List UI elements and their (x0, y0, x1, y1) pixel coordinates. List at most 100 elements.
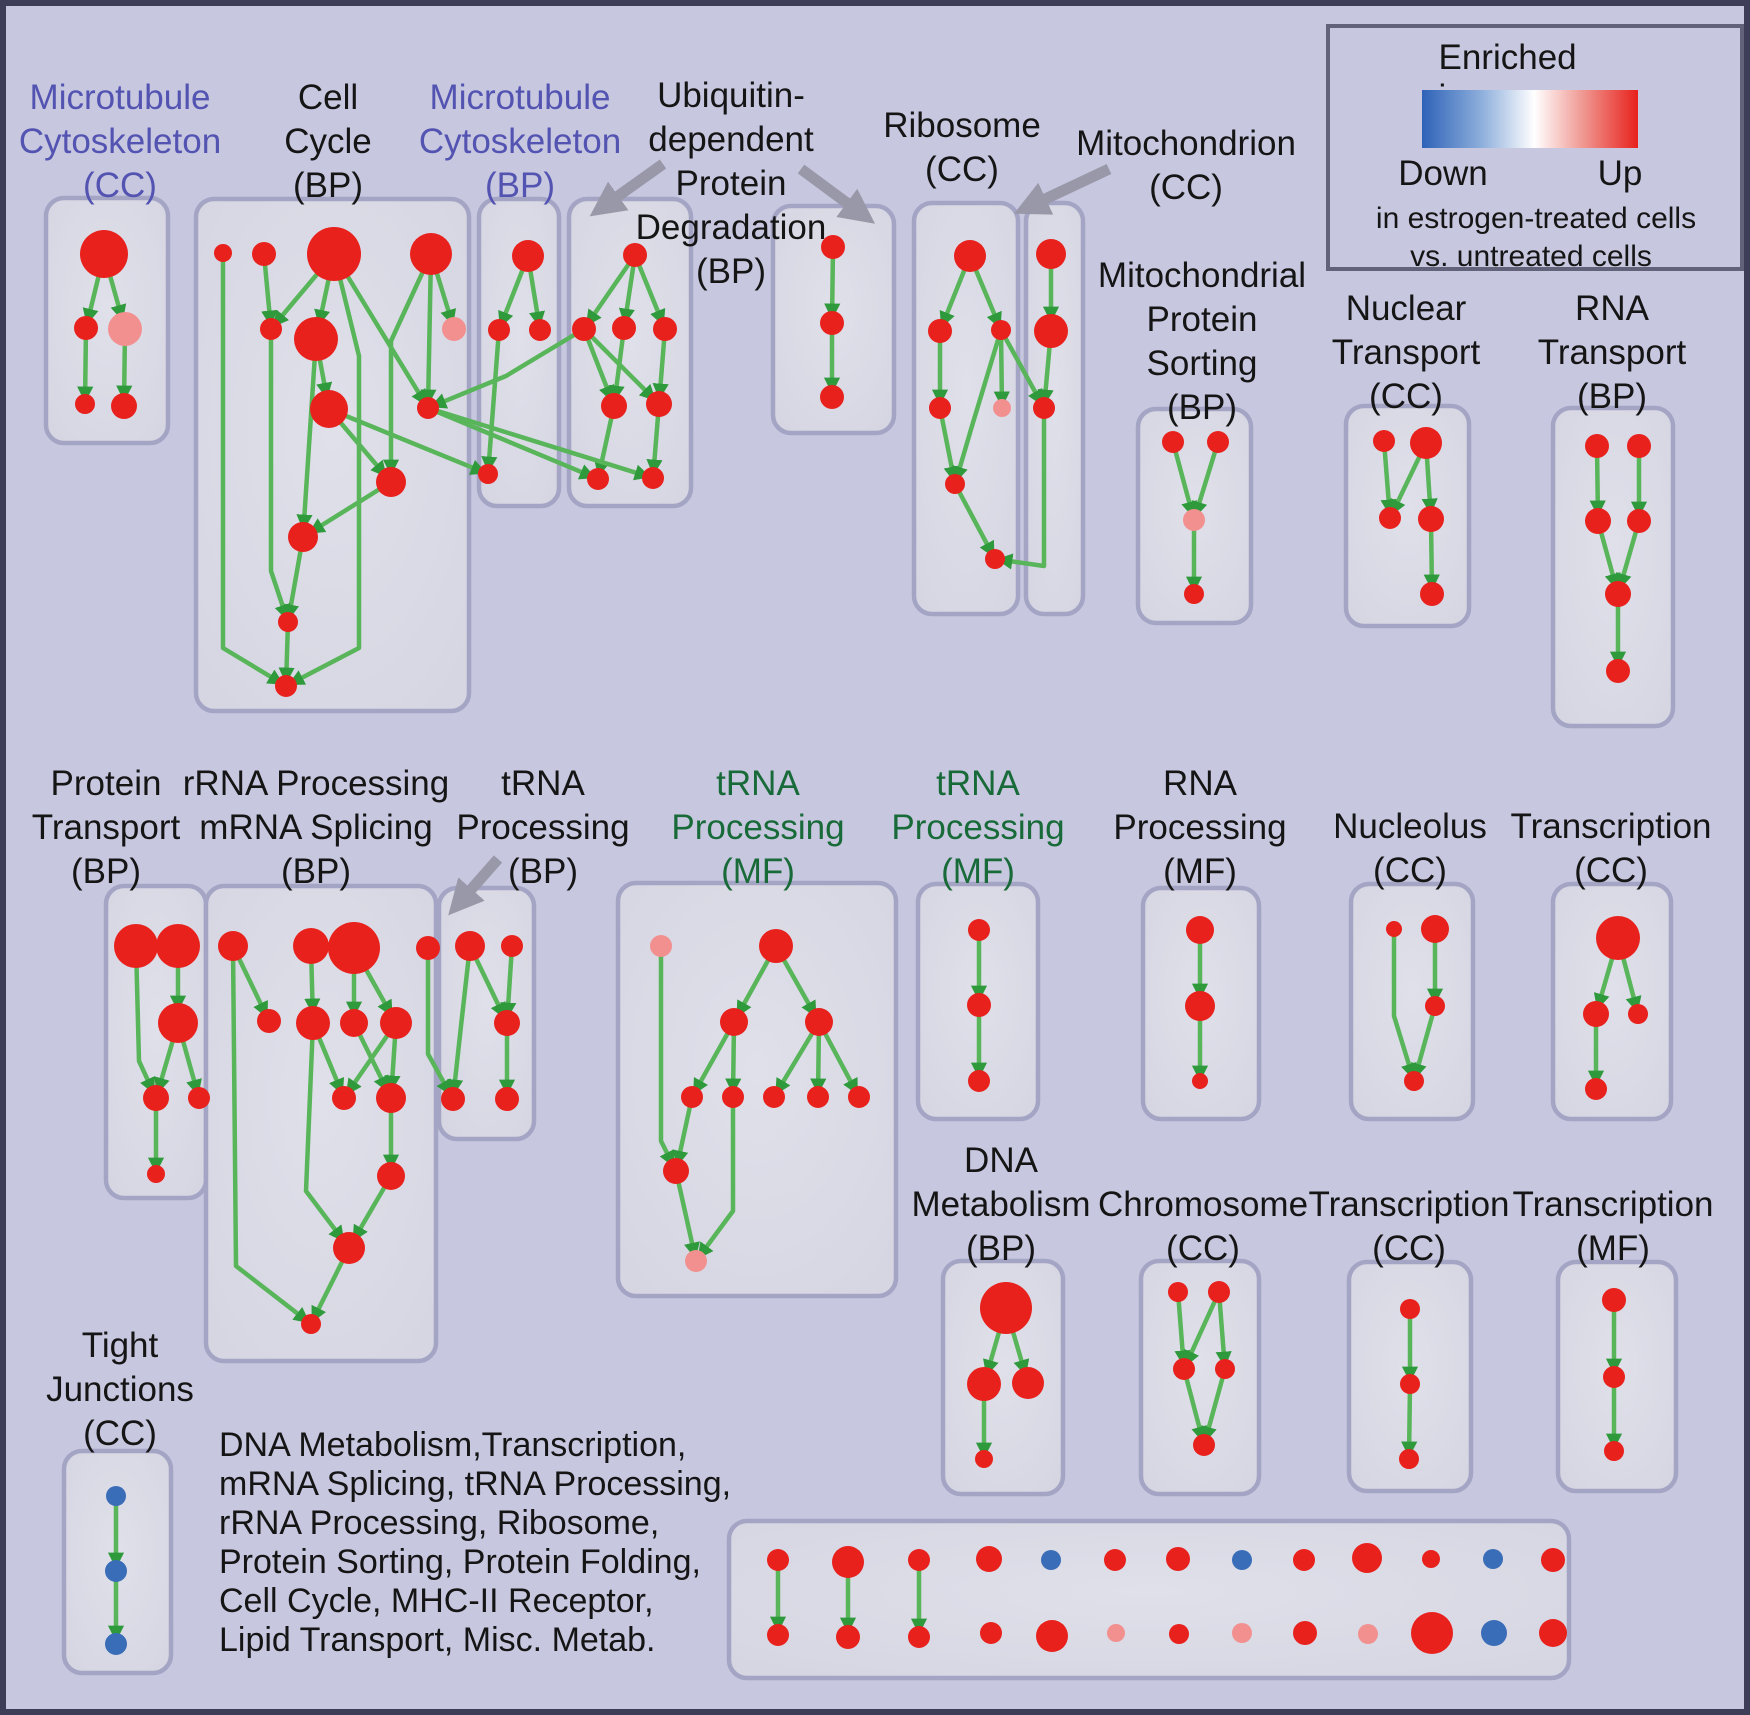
mitochondrial-protein-sorting-bp-node[interactable] (1162, 431, 1184, 453)
rrna-processing-mrna-splicing-bp-node[interactable] (333, 1232, 365, 1264)
misc-metabolism-box-node[interactable] (908, 1626, 930, 1648)
misc-metabolism-box-node[interactable] (1541, 1548, 1565, 1572)
trna-processing-mf-large-node[interactable] (805, 1008, 833, 1036)
transcription-mf-node[interactable] (1604, 1441, 1624, 1461)
rrna-processing-mrna-splicing-bp-node[interactable] (218, 931, 248, 961)
ribosome-cc-node[interactable] (985, 549, 1005, 569)
trna-processing-mf-large-node[interactable] (720, 1008, 748, 1036)
misc-metabolism-box-node[interactable] (1539, 1619, 1567, 1647)
trna-processing-mf-small-node[interactable] (967, 993, 991, 1017)
cell-cycle-bp-node[interactable] (288, 522, 318, 552)
trna-processing-mf-large-node[interactable] (650, 935, 672, 957)
misc-metabolism-box-node[interactable] (1293, 1549, 1315, 1571)
tight-junctions-cc-node[interactable] (106, 1486, 126, 1506)
tight-junctions-cc-node[interactable] (105, 1633, 127, 1655)
chromosome-cc-node[interactable] (1193, 1434, 1215, 1456)
rna-processing-mf-node[interactable] (1192, 1073, 1208, 1089)
ribosome-cc-node[interactable] (928, 319, 952, 343)
ubiquitin-dependent-protein-degradation-bp-node[interactable] (623, 243, 647, 267)
misc-metabolism-box-node[interactable] (908, 1549, 930, 1571)
misc-metabolism-box-node[interactable] (976, 1546, 1002, 1572)
cell-cycle-bp-node[interactable] (294, 317, 338, 361)
protein-transport-bp-node[interactable] (114, 924, 158, 968)
ubiquitin-dependent-protein-degradation-bp-node[interactable] (572, 317, 596, 341)
tight-junctions-cc-node[interactable] (105, 1560, 127, 1582)
rna-processing-mf-node[interactable] (1186, 916, 1214, 944)
trna-processing-bp-node[interactable] (441, 1087, 465, 1111)
mitochondrial-protein-sorting-bp-node[interactable] (1207, 431, 1229, 453)
misc-metabolism-box-node[interactable] (836, 1625, 860, 1649)
ribosome-cc-node[interactable] (945, 474, 965, 494)
nuclear-transport-cc-node[interactable] (1420, 582, 1444, 606)
nucleolus-cc-node[interactable] (1404, 1071, 1424, 1091)
mitochondrial-protein-sorting-bp-node[interactable] (1184, 584, 1204, 604)
chromosome-cc-node[interactable] (1208, 1281, 1230, 1303)
cell-cycle-bp-node[interactable] (275, 675, 297, 697)
misc-metabolism-box-node[interactable] (1483, 1549, 1503, 1569)
protein-transport-bp-node[interactable] (158, 1003, 198, 1043)
rna-transport-bp-node[interactable] (1585, 434, 1609, 458)
transcription-cc-upper-node[interactable] (1596, 916, 1640, 960)
protein-transport-bp-node[interactable] (188, 1087, 210, 1109)
dna-metabolism-bp-node[interactable] (975, 1450, 993, 1468)
cell-cycle-bp-node[interactable] (417, 397, 439, 419)
ribosome-cc-node[interactable] (954, 240, 986, 272)
nuclear-transport-cc-node[interactable] (1379, 507, 1401, 529)
ubiquitin-degradation-bp-2-node[interactable] (820, 311, 844, 335)
transcription-cc-lower-node[interactable] (1400, 1299, 1420, 1319)
ribosome-cc-node[interactable] (993, 399, 1011, 417)
transcription-mf-node[interactable] (1602, 1288, 1626, 1312)
cell-cycle-bp-node[interactable] (310, 390, 348, 428)
trna-processing-bp-node[interactable] (494, 1010, 520, 1036)
misc-metabolism-box-node[interactable] (1422, 1550, 1440, 1568)
nucleolus-cc-node[interactable] (1425, 996, 1445, 1016)
mitochondrion-cc-node[interactable] (1034, 314, 1068, 348)
ribosome-cc-node[interactable] (929, 397, 951, 419)
chromosome-cc-node[interactable] (1215, 1359, 1235, 1379)
rna-transport-bp-node[interactable] (1585, 508, 1611, 534)
protein-transport-bp-node[interactable] (143, 1085, 169, 1111)
trna-processing-mf-large-node[interactable] (763, 1086, 785, 1108)
rrna-processing-mrna-splicing-bp-node[interactable] (416, 936, 440, 960)
rrna-processing-mrna-splicing-bp-node[interactable] (257, 1009, 281, 1033)
trna-processing-bp-node[interactable] (501, 935, 523, 957)
misc-metabolism-box-node[interactable] (1107, 1624, 1125, 1642)
microtubule-cytoskeleton-bp-node[interactable] (488, 319, 510, 341)
rna-transport-bp-node[interactable] (1606, 659, 1630, 683)
rna-processing-mf-node[interactable] (1185, 991, 1215, 1021)
misc-metabolism-box-node[interactable] (1411, 1612, 1453, 1654)
rrna-processing-mrna-splicing-bp-node[interactable] (293, 928, 329, 964)
microtubule-cytoskeleton-bp-node[interactable] (529, 319, 551, 341)
rrna-processing-mrna-splicing-bp-node[interactable] (340, 1009, 368, 1037)
microtubule-cytoskeleton-cc-node[interactable] (75, 394, 95, 414)
rrna-processing-mrna-splicing-bp-node[interactable] (377, 1162, 405, 1190)
microtubule-cytoskeleton-cc-node[interactable] (111, 393, 137, 419)
misc-metabolism-box-node[interactable] (1358, 1624, 1378, 1644)
misc-metabolism-box-node[interactable] (1104, 1549, 1126, 1571)
cell-cycle-bp-node[interactable] (307, 227, 361, 281)
ubiquitin-dependent-protein-degradation-bp-node[interactable] (642, 467, 664, 489)
dna-metabolism-bp-node[interactable] (980, 1282, 1032, 1334)
nuclear-transport-cc-node[interactable] (1373, 430, 1395, 452)
misc-metabolism-box-node[interactable] (1036, 1620, 1068, 1652)
rrna-processing-mrna-splicing-bp-node[interactable] (332, 1086, 356, 1110)
microtubule-cytoskeleton-bp-node[interactable] (512, 240, 544, 272)
rrna-processing-mrna-splicing-bp-node[interactable] (380, 1007, 412, 1039)
misc-metabolism-box-node[interactable] (1169, 1624, 1189, 1644)
mitochondrion-cc-node[interactable] (1033, 397, 1055, 419)
trna-processing-mf-large-node[interactable] (759, 929, 793, 963)
trna-processing-bp-node[interactable] (495, 1087, 519, 1111)
misc-metabolism-box-node[interactable] (1232, 1550, 1252, 1570)
rrna-processing-mrna-splicing-bp-node[interactable] (296, 1006, 330, 1040)
misc-metabolism-box-node[interactable] (1166, 1547, 1190, 1571)
trna-processing-mf-large-node[interactable] (663, 1158, 689, 1184)
misc-metabolism-box-node[interactable] (1352, 1543, 1382, 1573)
nuclear-transport-cc-node[interactable] (1418, 506, 1444, 532)
ubiquitin-dependent-protein-degradation-bp-node[interactable] (601, 393, 627, 419)
nuclear-transport-cc-node[interactable] (1410, 427, 1442, 459)
protein-transport-bp-node[interactable] (147, 1165, 165, 1183)
mitochondrion-cc-node[interactable] (1036, 239, 1066, 269)
protein-transport-bp-node[interactable] (156, 924, 200, 968)
ubiquitin-dependent-protein-degradation-bp-node[interactable] (612, 316, 636, 340)
trna-processing-mf-large-node[interactable] (685, 1250, 707, 1272)
